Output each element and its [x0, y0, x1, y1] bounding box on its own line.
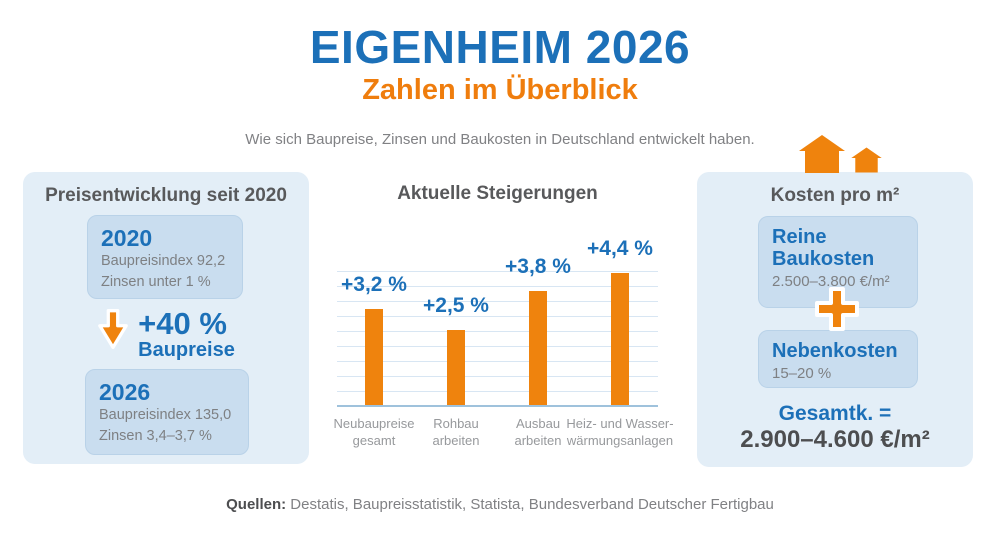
year-2020-label: 2020	[101, 225, 153, 251]
bar-category-label: Ausbau arbeiten	[514, 416, 562, 448]
house-icon-small	[850, 147, 883, 178]
year-2026-label: 2026	[99, 379, 151, 405]
year-2026-box: 2026 Baupreisindex 135,0 Zinsen 3,4–3,7 …	[85, 369, 249, 455]
bar-value-label: +2,5 %	[423, 294, 489, 317]
baupreisindex-2026: Baupreisindex 135,0	[99, 407, 232, 424]
additional-costs-box: Nebenkosten 15–20 %	[758, 330, 918, 388]
cost-per-sqm-heading: Kosten pro m²	[770, 185, 900, 206]
total-costs-value: 2.900–4.600 €/m²	[740, 426, 930, 453]
bar-3	[611, 273, 629, 405]
sources-line: Quellen: Destatis, Baupreisstatistik, St…	[0, 496, 1000, 513]
tagline: Wie sich Baupreise, Zinsen und Baukosten…	[245, 131, 755, 148]
sources-label: Quellen:	[226, 496, 287, 513]
pure-building-costs-title-line2: Baukosten	[772, 248, 875, 270]
bar-chart-plot: +3,2 % Neubaupreise gesamt +2,5 % Rohbau arbe…	[334, 237, 674, 448]
additional-costs-title: Nebenkosten	[772, 340, 898, 362]
year-2020-box: 2020 Baupreisindex 92,2 Zinsen unter 1 %	[87, 215, 243, 299]
bar-2	[529, 291, 547, 405]
price-change-text: +40 % Baupreise	[138, 308, 235, 361]
price-development-panel: Preisentwicklung seit 2020 2020 Baupreis…	[23, 172, 309, 464]
page-title: EIGENHEIM 2026	[309, 21, 691, 73]
bar-0	[365, 309, 383, 405]
bar-value-label: +3,2 %	[341, 273, 407, 296]
total-costs-label: Gesamtk. =	[778, 402, 892, 425]
additional-costs-value: 15–20 %	[772, 365, 832, 382]
zinsen-2026: Zinsen 3,4–3,7 %	[99, 427, 212, 444]
sources-text: Destatis, Baupreisstatistik, Statista, B…	[286, 496, 774, 513]
price-change-indicator: +40 % Baupreise	[23, 308, 309, 361]
bar-category-label: Heiz- und Wasser-wärmungsanlagen	[566, 416, 674, 448]
plus-icon	[814, 286, 860, 332]
price-change-value: +40 %	[138, 306, 227, 341]
bar-category-label: Neubaupreise gesamt	[333, 416, 415, 448]
cost-per-sqm-panel: Kosten pro m² Reine Baukosten 2.500–3.80…	[697, 135, 973, 467]
down-arrow-icon	[97, 308, 129, 356]
bar-value-label: +4,4 %	[587, 237, 653, 260]
bar-1	[447, 330, 465, 405]
baupreisindex-2020: Baupreisindex 92,2	[101, 253, 226, 270]
page-subtitle: Zahlen im Überblick	[362, 74, 638, 106]
price-development-heading: Preisentwicklung seit 2020	[45, 185, 287, 206]
pure-building-costs-value: 2.500–3.800 €/m²	[772, 273, 890, 290]
bar-category-label: Rohbau arbeiten	[432, 416, 480, 448]
house-icon-large	[797, 135, 847, 178]
chart-title: Aktuelle Steigerungen	[397, 183, 598, 204]
price-change-label: Baupreise	[138, 339, 235, 361]
pure-building-costs-title-line1: Reine	[772, 226, 827, 248]
zinsen-2020: Zinsen unter 1 %	[101, 273, 211, 290]
bar-value-label: +3,8 %	[505, 255, 571, 278]
